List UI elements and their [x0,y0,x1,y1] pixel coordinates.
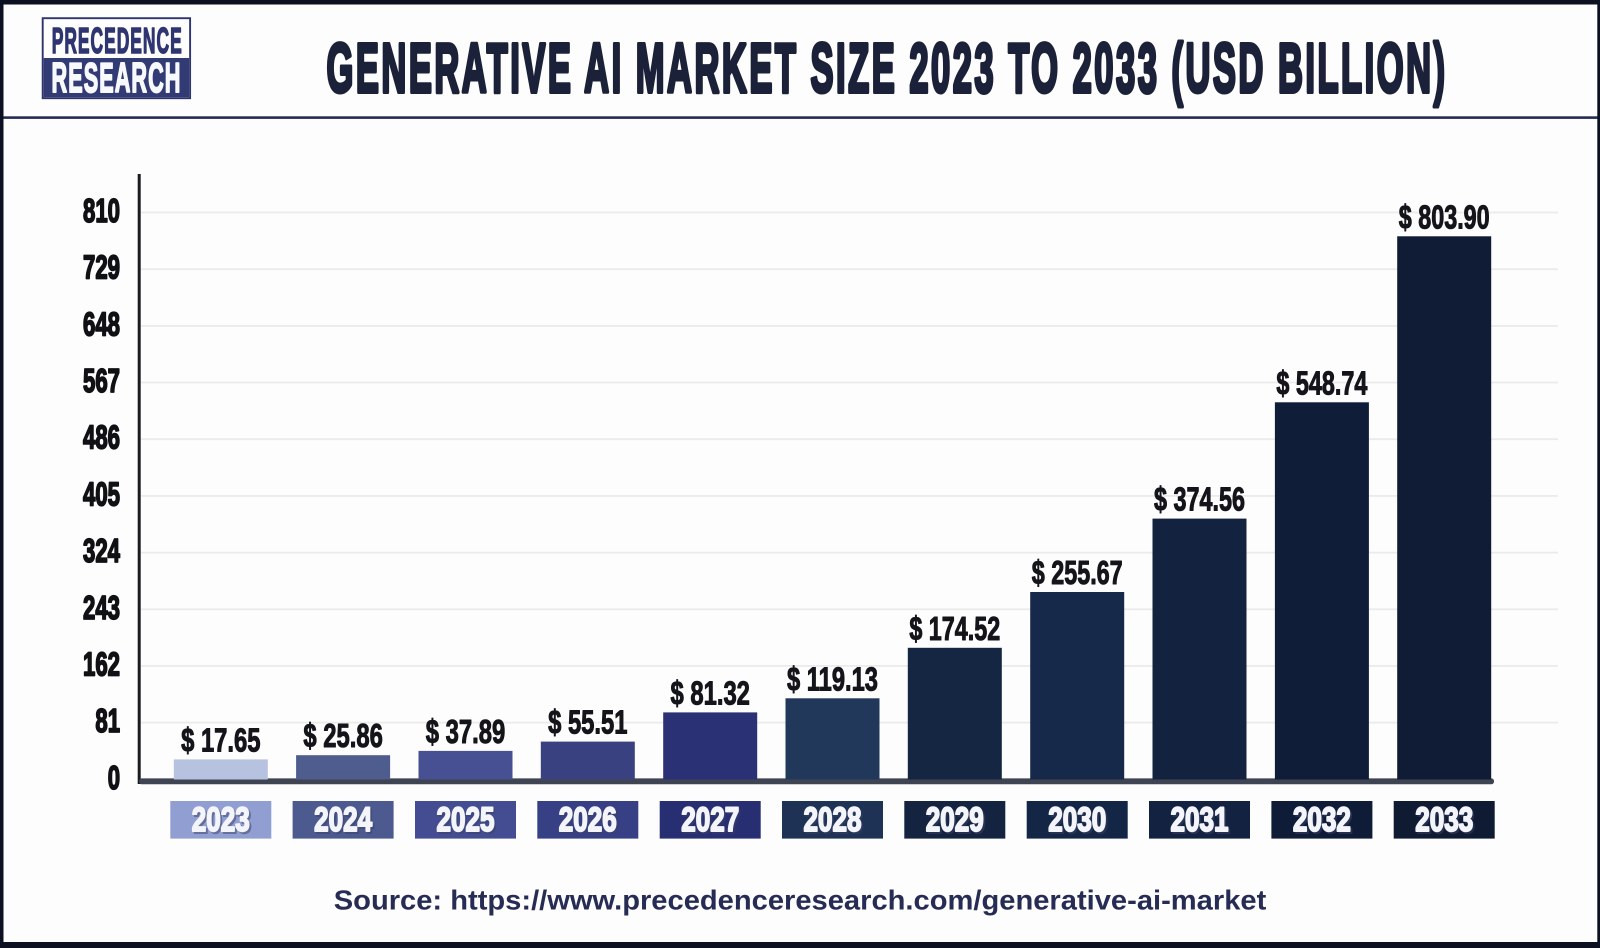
svg-text:2033: 2033 [1417,803,1475,841]
svg-text:729: 729 [83,249,120,287]
svg-text:2023: 2023 [194,803,252,841]
svg-text:$ 81.32: $ 81.32 [670,676,749,713]
svg-text:Source: https://www.precedence: Source: https://www.precedenceresearch.c… [334,885,1267,916]
svg-text:$ 803.90: $ 803.90 [1399,199,1490,236]
svg-text:567: 567 [83,363,120,401]
svg-text:2026: 2026 [561,803,619,841]
svg-text:2032: 2032 [1293,800,1351,838]
svg-text:2029: 2029 [928,803,986,841]
svg-text:2028: 2028 [805,803,863,841]
svg-text:405: 405 [83,476,120,514]
svg-text:2027: 2027 [683,803,741,841]
svg-text:$ 374.56: $ 374.56 [1154,482,1245,519]
svg-text:PRECEDENCE: PRECEDENCE [52,21,183,62]
svg-text:0: 0 [108,759,120,797]
svg-text:2023: 2023 [192,800,250,838]
svg-text:2024: 2024 [314,800,372,838]
svg-text:162: 162 [83,646,120,684]
svg-text:RESEARCH: RESEARCH [52,55,182,101]
svg-text:$ 548.74: $ 548.74 [1276,365,1367,402]
svg-text:648: 648 [83,306,120,344]
svg-text:$ 255.67: $ 255.67 [1032,555,1123,592]
svg-text:GENERATIVE AI MARKET SIZE 2023: GENERATIVE AI MARKET SIZE 2023 TO 2033 (… [327,29,1448,108]
svg-text:2029: 2029 [926,800,984,838]
svg-text:$ 37.89: $ 37.89 [426,714,505,751]
svg-text:2032: 2032 [1295,803,1353,841]
svg-text:81: 81 [95,703,120,741]
svg-text:2030: 2030 [1048,800,1106,838]
svg-text:2031: 2031 [1171,800,1229,838]
svg-text:810: 810 [83,193,120,231]
svg-text:486: 486 [83,419,120,457]
svg-text:2033: 2033 [1415,800,1473,838]
svg-text:2026: 2026 [559,800,617,838]
svg-text:2028: 2028 [804,800,862,838]
svg-text:2027: 2027 [681,800,739,838]
svg-text:$ 25.86: $ 25.86 [303,718,382,755]
svg-text:2031: 2031 [1172,803,1230,841]
svg-text:$ 119.13: $ 119.13 [787,661,878,698]
svg-text:$ 174.52: $ 174.52 [909,611,1000,648]
svg-text:243: 243 [83,589,120,627]
svg-text:$ 55.51: $ 55.51 [548,705,627,742]
svg-text:2024: 2024 [316,803,374,841]
svg-text:2025: 2025 [438,803,496,841]
svg-text:$ 17.65: $ 17.65 [181,723,260,760]
svg-text:2030: 2030 [1050,803,1108,841]
svg-text:2025: 2025 [437,800,495,838]
svg-text:324: 324 [83,533,120,571]
